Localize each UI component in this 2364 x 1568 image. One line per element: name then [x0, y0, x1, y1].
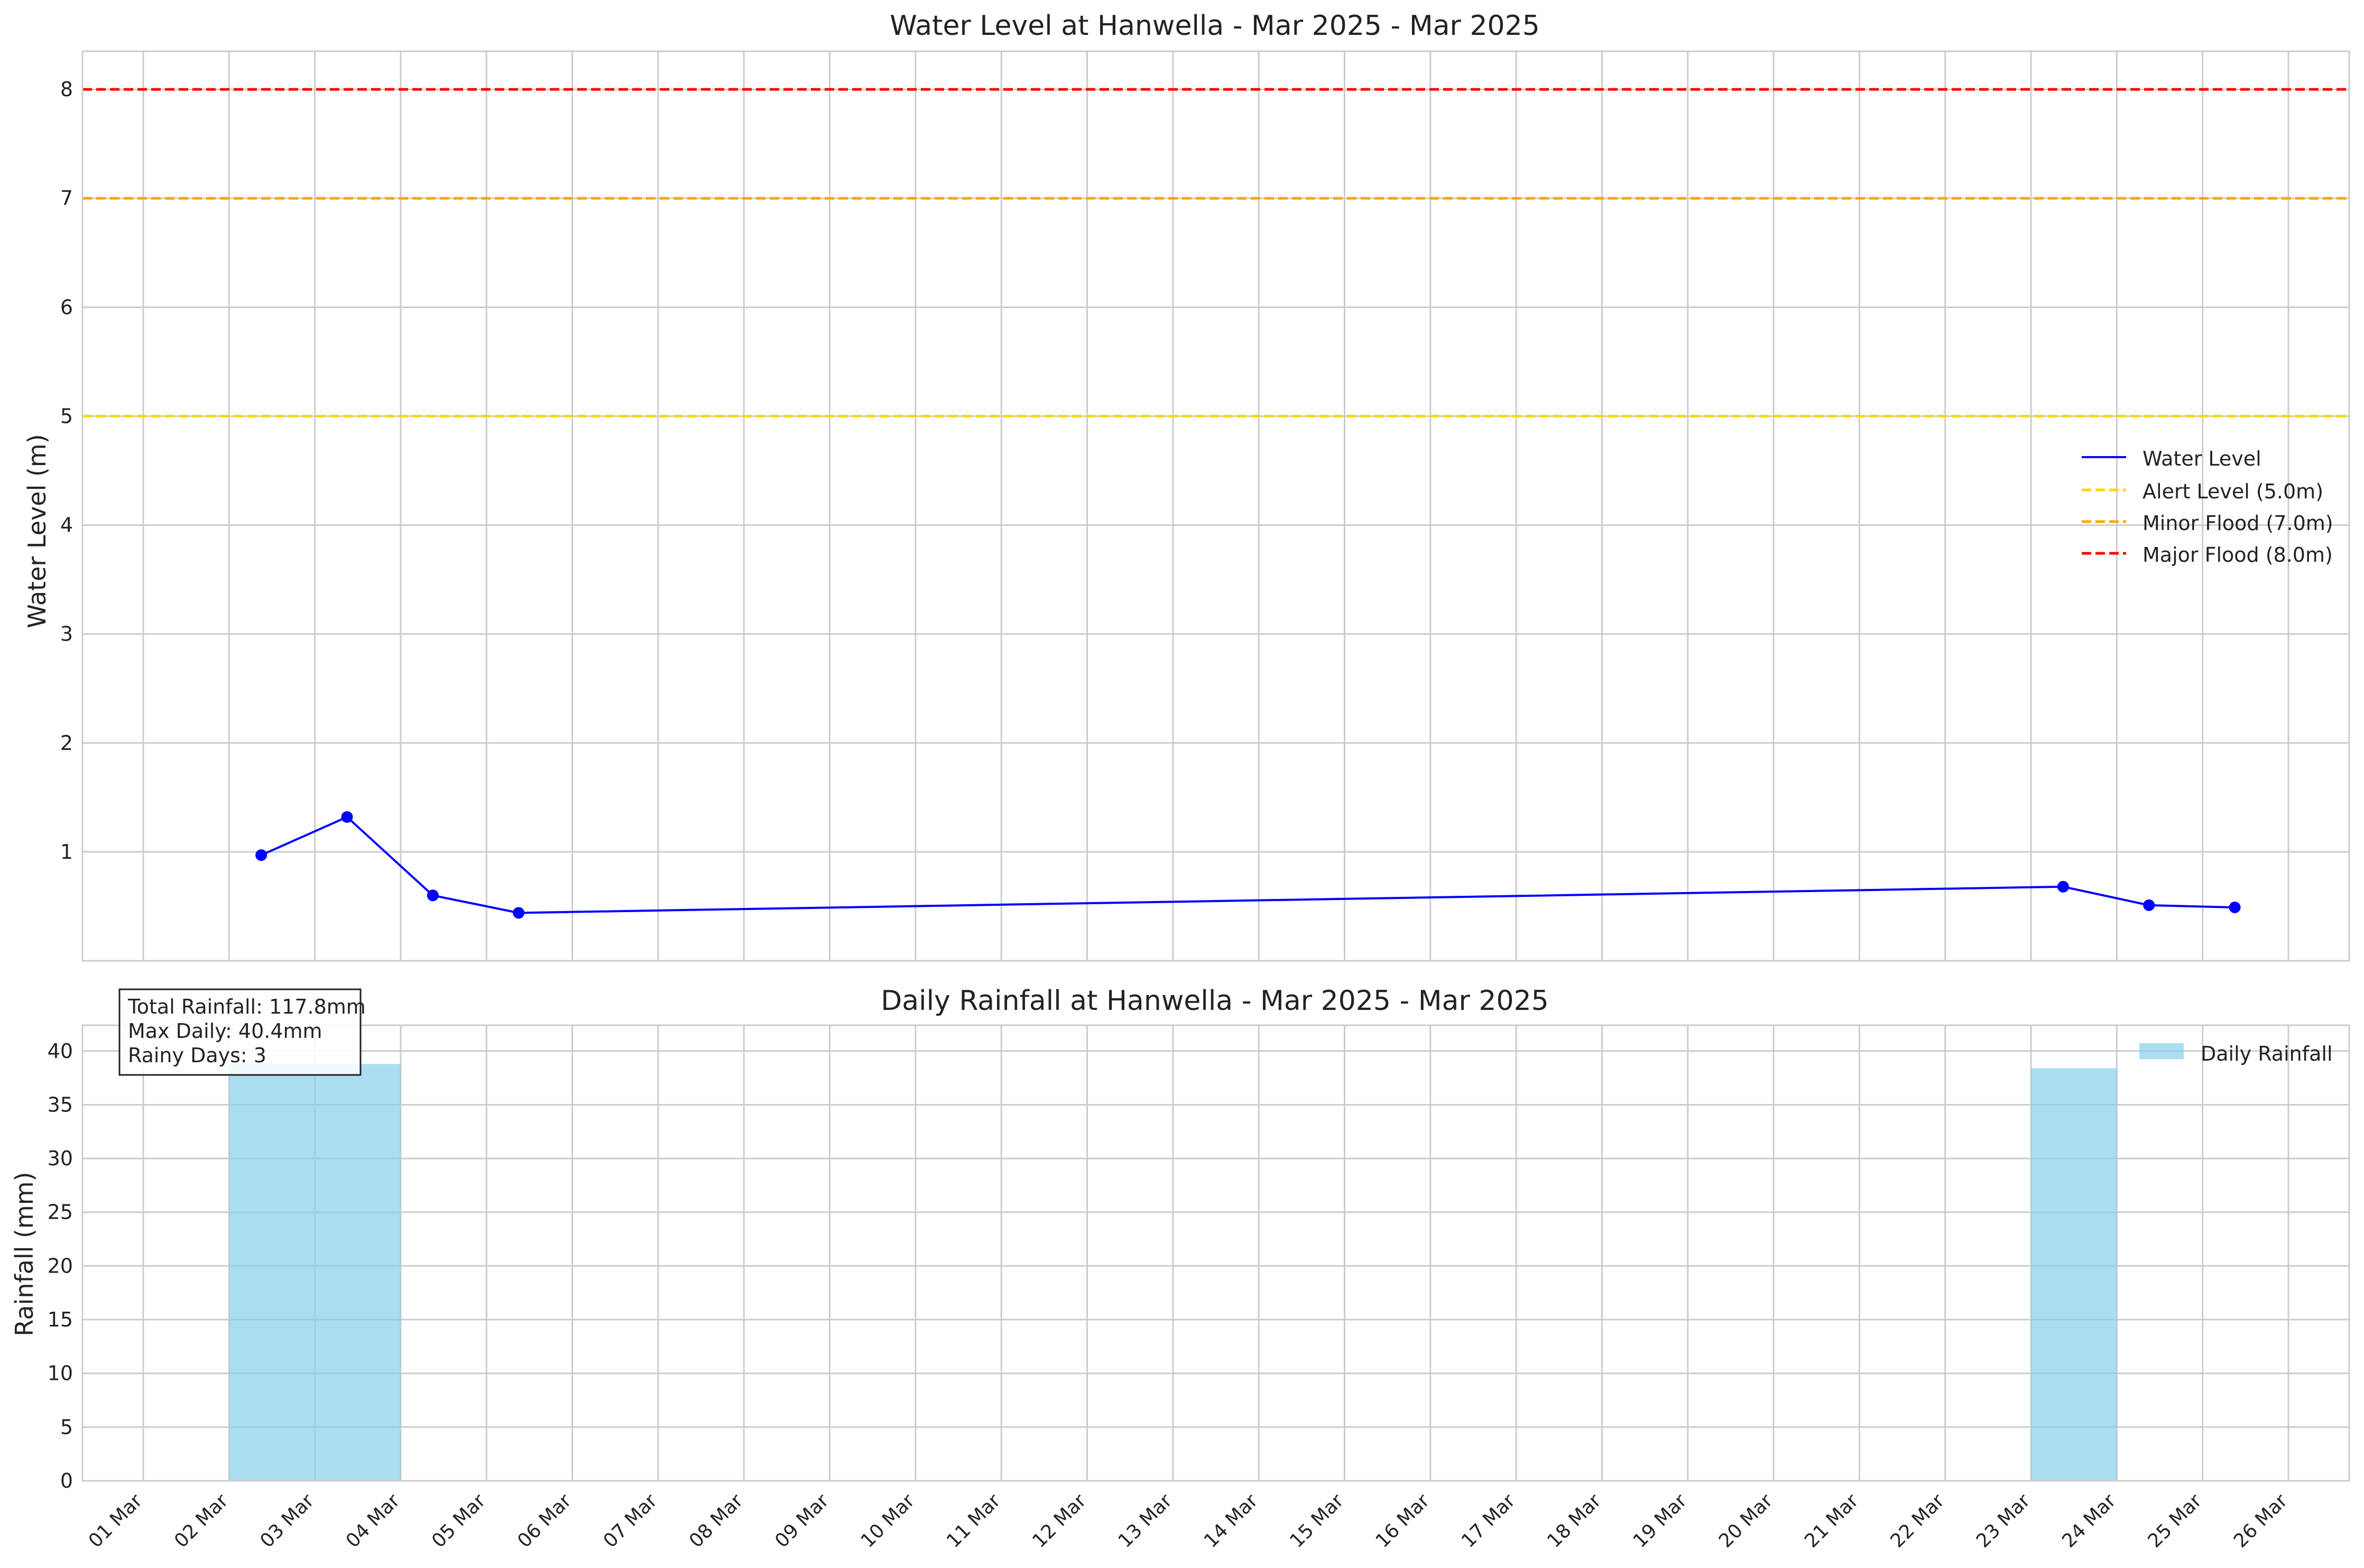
stats-rainy-days: Rainy Days: 3 — [128, 1044, 266, 1067]
rainfall-stats-box: Total Rainfall: 117.8mm Max Daily: 40.4m… — [118, 988, 366, 1076]
stats-box-frame — [118, 988, 362, 1076]
legend-label-major-flood: Major Flood (8.0m) — [2143, 543, 2333, 567]
rainfall-bar — [229, 1064, 315, 1481]
water-level-point — [341, 811, 353, 823]
water-level-ytick-label: 4 — [60, 514, 73, 537]
water-level-ytick-label: 3 — [60, 623, 73, 646]
stats-max-daily: Max Daily: 40.4mm — [128, 1019, 322, 1043]
rainfall-bar — [2031, 1068, 2117, 1481]
water-level-point — [2057, 880, 2069, 893]
legend-label-minor-flood: Minor Flood (7.0m) — [2143, 512, 2333, 535]
water-level-ytick-label: 7 — [60, 187, 73, 210]
legend-label-water-level: Water Level — [2143, 447, 2261, 470]
rainfall-ytick-label: 0 — [60, 1469, 73, 1492]
rainfall-ytick-label: 15 — [48, 1308, 73, 1331]
rainfall-bars — [229, 1064, 2117, 1481]
rainfall-panel: Daily Rainfall at Hanwella - Mar 2025 - … — [10, 985, 2350, 1552]
water-level-ytick-label: 8 — [60, 78, 73, 101]
rainfall-ytick-label: 35 — [48, 1093, 73, 1116]
stats-total-rainfall: Total Rainfall: 117.8mm — [127, 995, 366, 1018]
water-level-grid-x — [142, 51, 2289, 961]
water-level-title: Water Level at Hanwella - Mar 2025 - Mar… — [890, 10, 1540, 42]
rainfall-ytick-label: 25 — [48, 1201, 73, 1224]
water-level-point — [2229, 902, 2241, 914]
threshold-lines — [82, 88, 2349, 417]
legend-label-alert-level: Alert Level (5.0m) — [2143, 480, 2323, 503]
rainfall-ytick-label: 10 — [48, 1362, 73, 1385]
rainfall-axes-frame — [81, 1024, 2350, 1482]
legend-entry-water-level: Water Level — [2082, 447, 2261, 470]
water-level-ytick-label: 1 — [60, 840, 73, 864]
rainfall-yticks: 0 5 10 15 20 25 30 35 40 — [48, 1040, 73, 1492]
water-level-ylabel: Water Level (m) — [23, 434, 51, 628]
rainfall-ytick-label: 5 — [60, 1415, 73, 1439]
rainfall-bar — [315, 1064, 401, 1481]
legend-entry-major-flood: Major Flood (8.0m) — [2082, 543, 2333, 567]
legend-label-daily-rainfall: Daily Rainfall — [2201, 1042, 2333, 1065]
water-level-point — [255, 849, 267, 861]
water-level-ytick-label: 5 — [60, 404, 73, 428]
rainfall-ytick-label: 20 — [48, 1254, 73, 1277]
water-level-ytick-label: 6 — [60, 295, 73, 319]
water-level-panel: Water Level at Hanwella - Mar 2025 - Mar… — [23, 10, 2350, 962]
water-level-axes-frame — [81, 50, 2350, 962]
legend-entry-alert-level: Alert Level (5.0m) — [2082, 480, 2323, 503]
water-level-series — [255, 811, 2241, 919]
water-level-ytick-label: 2 — [60, 731, 73, 755]
water-level-point — [513, 907, 525, 919]
rainfall-title: Daily Rainfall at Hanwella - Mar 2025 - … — [881, 985, 1549, 1017]
water-level-point — [427, 889, 439, 902]
rainfall-ylabel: Rainfall (mm) — [10, 1172, 39, 1336]
rainfall-ytick-label: 30 — [48, 1147, 73, 1170]
rainfall-legend: Daily Rainfall — [2139, 1042, 2333, 1065]
water-level-legend: Water Level Alert Level (5.0m) Minor Flo… — [2082, 447, 2333, 567]
legend-swatch-daily-rainfall — [2139, 1043, 2184, 1059]
water-level-point — [2143, 899, 2155, 911]
rainfall-ytick-label: 40 — [48, 1040, 73, 1063]
legend-entry-minor-flood: Minor Flood (7.0m) — [2082, 512, 2333, 535]
water-level-yticks: 1 2 3 4 5 6 7 8 — [60, 78, 73, 864]
